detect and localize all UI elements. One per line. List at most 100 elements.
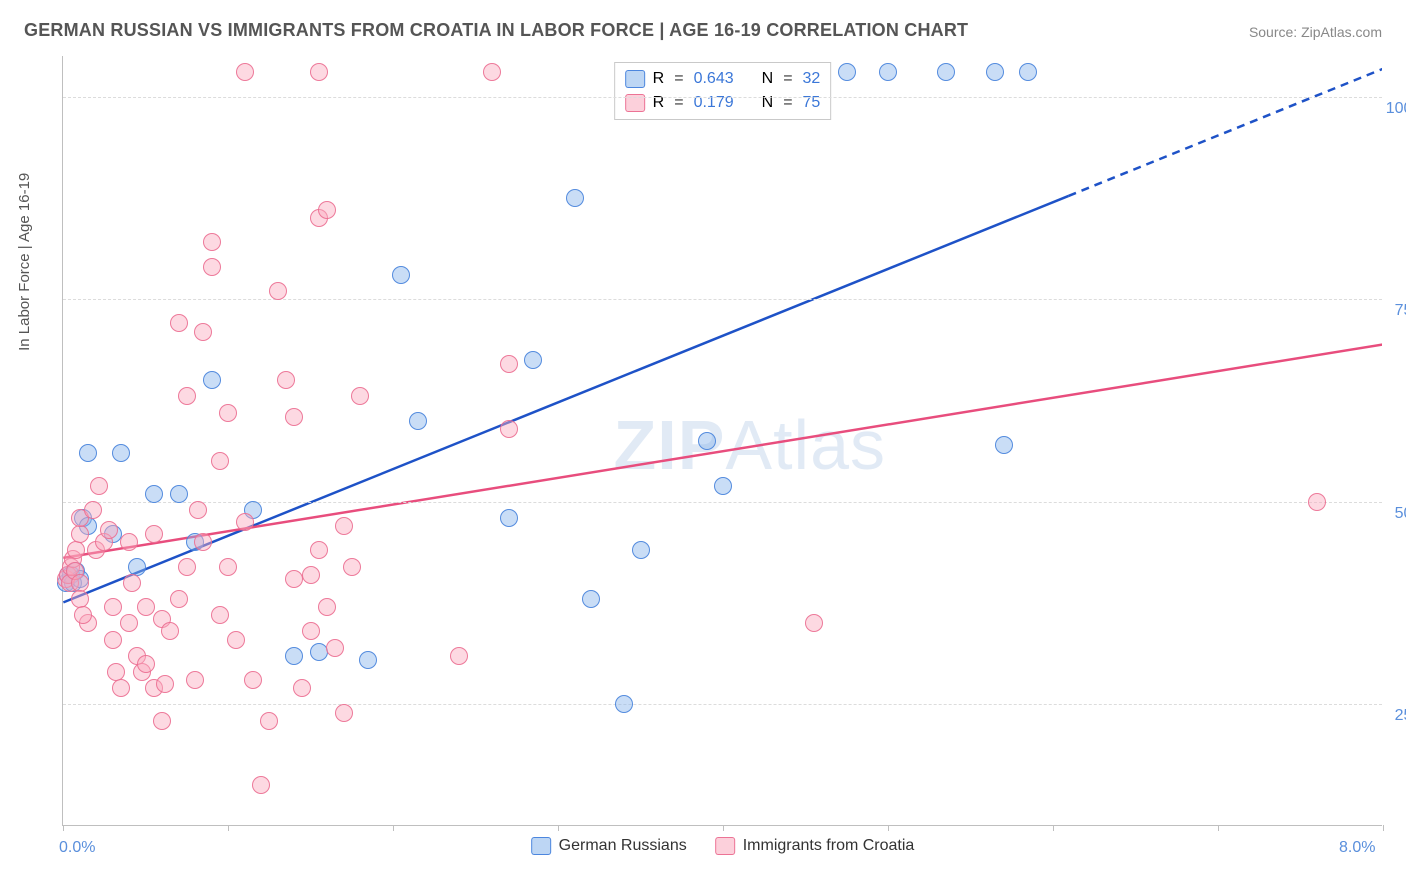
equals-sign: = <box>674 67 683 91</box>
n-value-blue: 32 <box>803 67 821 91</box>
r-value-blue: 0.643 <box>694 67 734 91</box>
data-point <box>986 63 1004 81</box>
data-point <box>450 647 468 665</box>
n-label: N <box>762 91 774 115</box>
data-point <box>879 63 897 81</box>
data-point <box>145 485 163 503</box>
data-point <box>937 63 955 81</box>
legend-swatch-blue <box>531 837 551 855</box>
data-point <box>170 314 188 332</box>
n-value-pink: 75 <box>803 91 821 115</box>
legend-label-pink: Immigrants from Croatia <box>743 837 915 855</box>
data-point <box>104 631 122 649</box>
data-point <box>219 558 237 576</box>
legend-correlation: R = 0.643 N = 32 R = 0.179 N = 75 <box>614 62 832 120</box>
y-tick-label: 25.0% <box>1395 707 1406 725</box>
gridline <box>63 97 1382 98</box>
data-point <box>112 444 130 462</box>
y-tick-label: 50.0% <box>1395 505 1406 523</box>
data-point <box>343 558 361 576</box>
data-point <box>500 355 518 373</box>
data-point <box>137 598 155 616</box>
legend-row-pink: R = 0.179 N = 75 <box>625 91 821 115</box>
trend-lines <box>63 56 1382 825</box>
data-point <box>1308 493 1326 511</box>
data-point <box>285 647 303 665</box>
data-point <box>137 655 155 673</box>
data-point <box>310 541 328 559</box>
data-point <box>318 598 336 616</box>
data-point <box>409 412 427 430</box>
data-point <box>302 622 320 640</box>
data-point <box>335 704 353 722</box>
x-tick-label: 0.0% <box>59 839 95 857</box>
data-point <box>582 590 600 608</box>
data-point <box>500 420 518 438</box>
x-tick <box>558 825 559 831</box>
data-point <box>293 679 311 697</box>
equals-sign: = <box>783 91 792 115</box>
data-point <box>483 63 501 81</box>
data-point <box>170 485 188 503</box>
legend-swatch-blue <box>625 70 645 88</box>
gridline <box>63 704 1382 705</box>
legend-item-blue: German Russians <box>531 837 687 855</box>
data-point <box>120 614 138 632</box>
data-point <box>260 712 278 730</box>
data-point <box>227 631 245 649</box>
x-tick-label: 8.0% <box>1339 839 1375 857</box>
data-point <box>219 404 237 422</box>
data-point <box>805 614 823 632</box>
r-label: R <box>653 91 665 115</box>
data-point <box>566 189 584 207</box>
r-value-pink: 0.179 <box>694 91 734 115</box>
data-point <box>107 663 125 681</box>
r-label: R <box>653 67 665 91</box>
data-point <box>252 776 270 794</box>
data-point <box>285 570 303 588</box>
data-point <box>71 525 89 543</box>
chart-title: GERMAN RUSSIAN VS IMMIGRANTS FROM CROATI… <box>24 20 968 41</box>
legend-label-blue: German Russians <box>559 837 687 855</box>
data-point <box>120 533 138 551</box>
data-point <box>351 387 369 405</box>
data-point <box>615 695 633 713</box>
data-point <box>186 671 204 689</box>
x-tick <box>1218 825 1219 831</box>
data-point <box>145 525 163 543</box>
data-point <box>698 432 716 450</box>
legend-series: German Russians Immigrants from Croatia <box>531 837 915 855</box>
data-point <box>269 282 287 300</box>
x-tick <box>393 825 394 831</box>
y-axis-title: In Labor Force | Age 16-19 <box>16 173 33 351</box>
data-point <box>71 590 89 608</box>
data-point <box>194 533 212 551</box>
data-point <box>236 63 254 81</box>
data-point <box>79 444 97 462</box>
data-point <box>67 541 85 559</box>
data-point <box>203 258 221 276</box>
data-point <box>178 387 196 405</box>
data-point <box>335 517 353 535</box>
data-point <box>104 598 122 616</box>
data-point <box>392 266 410 284</box>
x-tick <box>228 825 229 831</box>
data-point <box>189 501 207 519</box>
data-point <box>203 371 221 389</box>
y-tick-label: 100.0% <box>1386 100 1406 118</box>
data-point <box>632 541 650 559</box>
gridline <box>63 502 1382 503</box>
legend-item-pink: Immigrants from Croatia <box>715 837 915 855</box>
data-point <box>310 643 328 661</box>
data-point <box>285 408 303 426</box>
plot-area: ZIPAtlas R = 0.643 N = 32 R = 0.179 N <box>62 56 1382 826</box>
equals-sign: = <box>783 67 792 91</box>
data-point <box>714 477 732 495</box>
data-point <box>100 521 118 539</box>
watermark-light: Atlas <box>725 406 886 484</box>
data-point <box>359 651 377 669</box>
data-point <box>178 558 196 576</box>
n-label: N <box>762 67 774 91</box>
x-tick <box>888 825 889 831</box>
legend-row-blue: R = 0.643 N = 32 <box>625 67 821 91</box>
